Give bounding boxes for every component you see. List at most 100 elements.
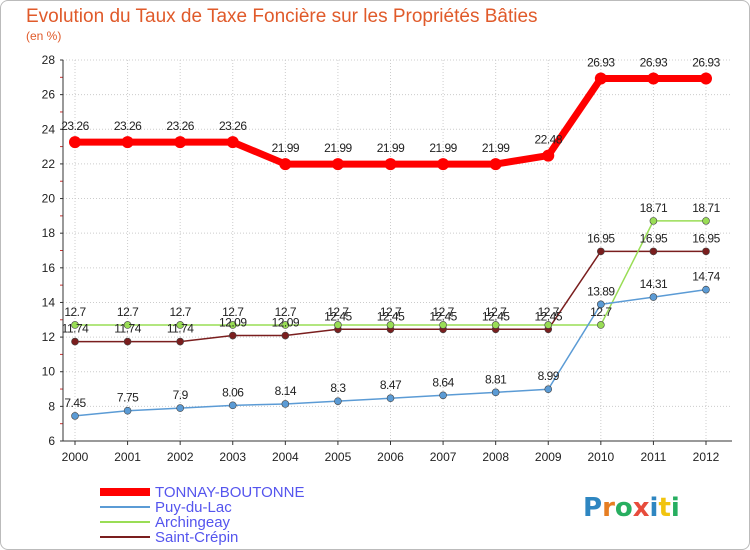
data-point xyxy=(489,158,502,171)
data-label: 21.99 xyxy=(272,141,300,155)
series-archingeay xyxy=(71,217,710,329)
y-tick-label: 28 xyxy=(42,53,56,67)
y-tick-label: 18 xyxy=(42,226,56,240)
data-label: 16.95 xyxy=(692,231,720,245)
data-point xyxy=(384,158,397,171)
data-label: 23.26 xyxy=(114,119,142,133)
data-label: 16.95 xyxy=(640,231,668,245)
data-label: 11.74 xyxy=(167,322,194,336)
data-label: 23.26 xyxy=(61,119,89,133)
data-label: 12.7 xyxy=(222,305,244,319)
y-tick-label: 8 xyxy=(48,399,55,413)
x-tick-label: 2004 xyxy=(272,450,299,464)
data-label: 12.45 xyxy=(324,309,352,323)
y-tick-label: 16 xyxy=(42,261,56,275)
x-tick-label: 2008 xyxy=(482,450,509,464)
data-label: 12.45 xyxy=(482,309,510,323)
data-point xyxy=(228,321,237,329)
data-point xyxy=(331,158,344,171)
data-point xyxy=(437,158,450,171)
data-point xyxy=(71,337,79,346)
x-tick-label: 2009 xyxy=(535,450,562,464)
data-labels: 23.26 23.26 23.26 23.26 21.99 21.99 21.99 21.99… xyxy=(61,56,721,410)
y-tick-label: 26 xyxy=(42,88,56,102)
legend-label: TONNAY-BOUTONNE xyxy=(155,484,304,501)
data-label: 12.7 xyxy=(275,305,297,319)
data-point xyxy=(174,136,187,149)
data-label: 11.74 xyxy=(114,322,141,336)
data-point xyxy=(700,72,712,85)
y-tick-label: 20 xyxy=(42,192,56,206)
data-label: 13.89 xyxy=(587,284,615,298)
x-tick-label: 2005 xyxy=(325,450,352,464)
data-label: 21.99 xyxy=(482,141,510,155)
axes: 6 8 10 12 14 16 18 20 22 24 26 28 2000 2001 2002 2003 20… xyxy=(42,53,732,464)
y-tick-label: 24 xyxy=(42,122,56,136)
data-point xyxy=(334,321,342,329)
data-point xyxy=(647,72,660,85)
data-point xyxy=(702,247,710,256)
x-tick-label: 2006 xyxy=(377,450,404,464)
data-point xyxy=(386,321,395,329)
data-point xyxy=(544,321,553,329)
data-point xyxy=(439,391,447,400)
legend: TONNAY-BOUTONNEPuy-du-LacArchingeaySaint… xyxy=(100,484,304,546)
data-label: 8.14 xyxy=(275,384,297,398)
y-tick-label: 10 xyxy=(42,365,56,379)
x-tick-label: 2011 xyxy=(641,450,667,464)
data-point xyxy=(597,300,605,309)
data-point xyxy=(123,406,132,415)
data-point xyxy=(702,285,710,294)
data-point xyxy=(228,331,237,340)
data-point xyxy=(649,293,658,301)
data-point xyxy=(702,217,710,225)
data-point xyxy=(491,388,500,397)
x-tick-label: 2002 xyxy=(167,450,194,464)
data-point xyxy=(123,321,132,329)
data-point xyxy=(176,337,184,346)
data-label: 8.3 xyxy=(330,381,346,395)
data-point xyxy=(176,404,184,412)
data-label: 21.99 xyxy=(377,141,405,155)
data-label: 14.74 xyxy=(692,270,720,284)
data-label: 12.45 xyxy=(534,309,562,323)
data-label: 14.31 xyxy=(640,277,668,291)
data-point xyxy=(121,136,134,149)
y-tick-label: 12 xyxy=(42,330,56,344)
data-label: 7.9 xyxy=(173,388,189,402)
data-point xyxy=(226,136,239,149)
data-label: 21.99 xyxy=(429,141,457,155)
data-point xyxy=(334,397,342,405)
data-label: 12.7 xyxy=(432,305,454,319)
data-point xyxy=(542,149,555,162)
data-point xyxy=(594,72,607,85)
data-label: 12.09 xyxy=(219,316,247,330)
data-label: 21.99 xyxy=(324,141,352,155)
grid xyxy=(63,59,732,441)
y-tick-label: 22 xyxy=(42,157,56,171)
data-point xyxy=(228,401,237,410)
x-tick-label: 2000 xyxy=(62,450,89,464)
data-label: 12.7 xyxy=(327,305,349,319)
data-label: 7.45 xyxy=(64,396,86,410)
chart-title: Evolution du Taux de Taxe Foncière sur l… xyxy=(26,6,538,27)
x-tick-label: 2012 xyxy=(693,450,720,464)
y-tick-label: 14 xyxy=(42,295,56,309)
data-point xyxy=(176,321,184,329)
proxiti-logo: Proxiti xyxy=(583,493,680,523)
data-label: 12.7 xyxy=(169,305,191,319)
data-point xyxy=(279,158,292,171)
data-label: 23.26 xyxy=(219,119,247,133)
x-tick-label: 2007 xyxy=(430,450,457,464)
data-label: 12.45 xyxy=(377,309,405,323)
legend-label: Puy-du-Lac xyxy=(155,499,232,516)
data-label: 12.09 xyxy=(272,316,300,330)
data-point xyxy=(281,331,290,340)
x-tick-label: 2010 xyxy=(587,450,614,464)
data-point xyxy=(386,394,395,403)
data-label: 8.47 xyxy=(380,378,402,392)
data-point xyxy=(597,321,605,329)
data-point xyxy=(69,136,81,149)
data-point xyxy=(71,412,79,420)
